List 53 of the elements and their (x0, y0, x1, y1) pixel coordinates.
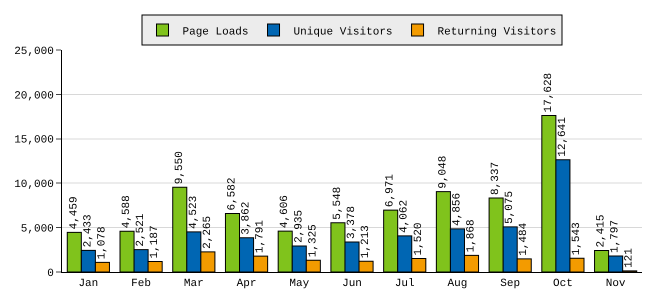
data-label: 2,415 (596, 214, 608, 248)
data-label: 6,971 (384, 174, 397, 208)
data-label: 9,048 (437, 156, 450, 189)
legend-label: Page Loads (182, 26, 249, 38)
data-label: 121 (624, 248, 636, 268)
data-label: 2,935 (293, 210, 306, 243)
data-label: 4,523 (188, 196, 200, 229)
data-label: 1,078 (96, 226, 108, 260)
x-tick-label: Sep (500, 278, 520, 290)
data-label: 9,550 (174, 151, 186, 184)
data-label: 8,337 (490, 162, 502, 195)
data-label: 1,484 (518, 222, 530, 256)
data-label: 3,862 (240, 202, 253, 235)
legend-label: Unique Visitors (294, 26, 393, 38)
data-label: 1,325 (307, 224, 320, 258)
data-label: 1,868 (466, 219, 478, 252)
x-tick-label: Nov (606, 278, 626, 290)
data-label: 2,265 (202, 216, 214, 249)
y-tick-label: 15,000 (14, 134, 54, 147)
y-tick-label: 0 (47, 268, 54, 280)
y-tick-label: 10,000 (14, 179, 54, 192)
data-label: 1,797 (610, 220, 622, 254)
data-label: 6,582 (226, 178, 238, 211)
data-label: 17,628 (542, 72, 555, 112)
y-tick-label: 25,000 (14, 46, 54, 58)
data-label: 2,521 (135, 213, 148, 247)
data-label: 1,187 (149, 225, 162, 258)
y-tick-label: 5,000 (20, 223, 54, 236)
data-label: 4,606 (279, 195, 292, 228)
y-tick-label: 20,000 (14, 90, 54, 102)
x-tick-label: Oct (553, 278, 573, 290)
data-label: 4,062 (398, 200, 411, 233)
x-tick-label: May (289, 278, 310, 290)
data-label: 4,856 (451, 192, 464, 226)
data-label: 5,075 (504, 190, 516, 224)
data-label: 2,433 (82, 214, 94, 248)
data-label: 5,548 (332, 186, 344, 220)
x-tick-label: Jan (78, 278, 98, 290)
data-label: 1,791 (254, 220, 267, 254)
x-tick-label: Aug (448, 278, 468, 290)
x-tick-label: Mar (184, 278, 204, 290)
legend-label: Returning Visitors (438, 26, 556, 38)
x-tick-label: Jul (394, 278, 415, 290)
data-label: 12,641 (556, 116, 569, 157)
data-label: 4,459 (68, 196, 80, 230)
data-label: 1,520 (412, 222, 425, 256)
data-label: 4,588 (121, 195, 134, 228)
data-label: 1,543 (570, 222, 583, 256)
x-tick-label: Apr (236, 278, 256, 290)
x-tick-label: Jun (342, 278, 362, 290)
data-label: 3,378 (346, 206, 358, 239)
x-tick-label: Feb (131, 278, 151, 290)
data-label: 1,213 (360, 225, 372, 258)
